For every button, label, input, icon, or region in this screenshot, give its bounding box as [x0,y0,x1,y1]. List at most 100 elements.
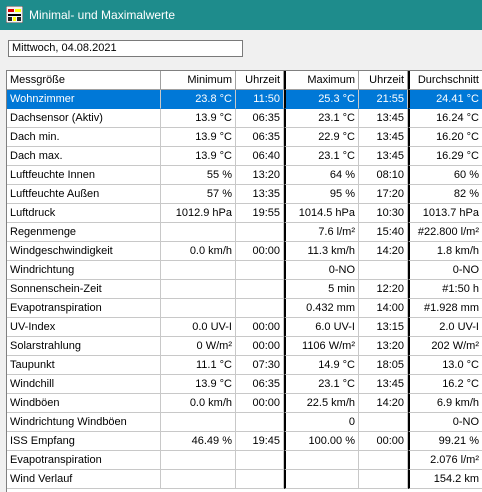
cell-avg: 0-NO [408,261,482,280]
cell-max-time: 08:10 [359,166,408,185]
column-header-min[interactable]: Minimum [161,71,236,90]
cell-min-time [236,261,284,280]
table-row[interactable]: Luftdruck 1012.9 hPa 19:55 1014.5 hPa 10:30 1… [7,204,482,223]
cell-min-time: 00:00 [236,318,284,337]
table-row[interactable]: Windchill 13.9 °C 06:35 23.1 °C 13:45 16.2 °C [7,375,482,394]
table-row[interactable]: Dach min. 13.9 °C 06:35 22.9 °C 13:45 16.20 °… [7,128,482,147]
cell-min: 13.9 °C [161,109,236,128]
cell-avg: 2.0 UV-I [408,318,482,337]
cell-max: 6.0 UV-I [284,318,359,337]
cell-name: Evapotranspiration [7,451,161,470]
cell-min-time: 19:45 [236,432,284,451]
weather-app-icon [6,6,23,23]
date-field[interactable]: Mittwoch, 04.08.2021 [8,40,243,57]
table-row[interactable]: UV-Index 0.0 UV-I 00:00 6.0 UV-I 13:15 2.0 UV… [7,318,482,337]
cell-min [161,413,236,432]
cell-name: Windböen [7,394,161,413]
cell-avg: 16.20 °C [408,128,482,147]
cell-min-time [236,451,284,470]
column-header-name[interactable]: Messgröße [7,71,161,90]
cell-max-time: 18:05 [359,356,408,375]
cell-min-time: 13:20 [236,166,284,185]
cell-max: 0 [284,413,359,432]
table-row[interactable]: Windrichtung 0-NO 0-NO [7,261,482,280]
cell-min-time [236,470,284,489]
cell-min: 57 % [161,185,236,204]
cell-max: 100.00 % [284,432,359,451]
table-row[interactable]: Taupunkt 11.1 °C 07:30 14.9 °C 18:05 13.0 °C [7,356,482,375]
table-row[interactable]: Luftfeuchte Außen 57 % 13:35 95 % 17:20 82 % [7,185,482,204]
cell-max-time: 14:20 [359,394,408,413]
table-row[interactable]: Windböen 0.0 km/h 00:00 22.5 km/h 14:20 6.9 k… [7,394,482,413]
table-row[interactable]: Dachsensor (Aktiv) 13.9 °C 06:35 23.1 °C 13:… [7,109,482,128]
cell-max-time: 13:20 [359,337,408,356]
cell-max [284,451,359,470]
cell-name: Windchill [7,375,161,394]
table-row[interactable]: Windrichtung Windböen 0 0-NO [7,413,482,432]
cell-avg: 6.9 km/h [408,394,482,413]
cell-min: 13.9 °C [161,147,236,166]
cell-name: Dachsensor (Aktiv) [7,109,161,128]
cell-max-time: 00:00 [359,432,408,451]
cell-max-time: 13:45 [359,109,408,128]
table-row[interactable]: Evapotranspiration 2.076 l/m² [7,451,482,470]
cell-min-time [236,299,284,318]
cell-name: Solarstrahlung [7,337,161,356]
column-header-min-time[interactable]: Uhrzeit [236,71,284,90]
cell-min: 46.49 % [161,432,236,451]
cell-avg: 82 % [408,185,482,204]
table-row[interactable]: Wind Verlauf 154.2 km [7,470,482,489]
cell-min-time [236,223,284,242]
cell-name: Luftdruck [7,204,161,223]
cell-max: 5 min [284,280,359,299]
cell-max-time: 14:00 [359,299,408,318]
cell-max-time: 13:45 [359,128,408,147]
cell-max: 0-NO [284,261,359,280]
cell-avg: #1:50 h [408,280,482,299]
cell-avg: #22.800 l/m² [408,223,482,242]
cell-max-time: 13:45 [359,147,408,166]
cell-avg: 16.2 °C [408,375,482,394]
table-row[interactable]: Sonnenschein-Zeit 5 min 12:20 #1:50 h [7,280,482,299]
cell-max-time [359,470,408,489]
cell-max-time: 13:15 [359,318,408,337]
table-row[interactable]: Wohnzimmer 23.8 °C 11:50 25.3 °C 21:55 24.41 … [7,90,482,109]
cell-max-time: 14:20 [359,242,408,261]
table-header-row: Messgröße Minimum Uhrzeit Maximum Uhrzeit Dur… [7,71,482,90]
cell-name: Sonnenschein-Zeit [7,280,161,299]
column-header-max-time[interactable]: Uhrzeit [359,71,408,90]
column-header-max[interactable]: Maximum [284,71,359,90]
table-row[interactable]: Evapotranspiration 0.432 mm 14:00 #1.928 mm [7,299,482,318]
cell-max: 23.1 °C [284,147,359,166]
table-row[interactable]: Solarstrahlung 0 W/m² 00:00 1106 W/m² 13:20 2… [7,337,482,356]
column-header-avg[interactable]: Durchschnitt [408,71,482,90]
cell-min-time: 11:50 [236,90,284,109]
cell-min-time: 06:35 [236,109,284,128]
cell-min: 1012.9 hPa [161,204,236,223]
cell-name: Taupunkt [7,356,161,375]
cell-name: Dach min. [7,128,161,147]
cell-min: 55 % [161,166,236,185]
cell-avg: 16.29 °C [408,147,482,166]
cell-min [161,451,236,470]
cell-avg: 1013.7 hPa [408,204,482,223]
cell-min-time: 19:55 [236,204,284,223]
table-row[interactable]: Regenmenge 7.6 l/m² 15:40 #22.800 l/m² [7,223,482,242]
table-row[interactable]: ISS Empfang 46.49 % 19:45 100.00 % 00:00 99.2… [7,432,482,451]
cell-avg: 0-NO [408,413,482,432]
cell-min [161,223,236,242]
cell-avg: 99.21 % [408,432,482,451]
cell-min-time: 06:35 [236,128,284,147]
title-bar: Minimal- und Maximalwerte [0,0,482,30]
cell-min-time: 00:00 [236,242,284,261]
cell-max-time: 21:55 [359,90,408,109]
table-row[interactable]: Dach max. 13.9 °C 06:40 23.1 °C 13:45 16.29 °… [7,147,482,166]
cell-min-time: 06:40 [236,147,284,166]
cell-max: 23.1 °C [284,109,359,128]
cell-name: Evapotranspiration [7,299,161,318]
table-row[interactable]: Windgeschwindigkeit 0.0 km/h 00:00 11.3 km/… [7,242,482,261]
cell-min-time: 13:35 [236,185,284,204]
minmax-table: Messgröße Minimum Uhrzeit Maximum Uhrzeit Dur… [6,70,482,492]
cell-max-time: 10:30 [359,204,408,223]
table-row[interactable]: Luftfeuchte Innen 55 % 13:20 64 % 08:10 60 % [7,166,482,185]
